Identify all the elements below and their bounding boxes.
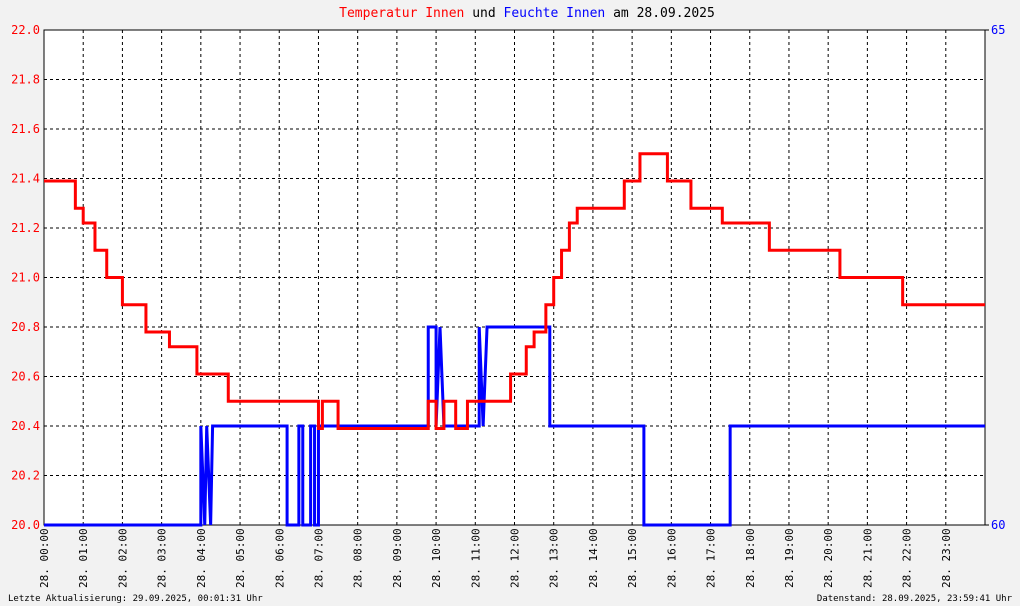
x-tick-label: 28. 13:00 (548, 528, 561, 588)
series-line (44, 325, 985, 527)
x-tick-label: 28. 12:00 (509, 528, 522, 588)
x-tick-label: 28. 14:00 (587, 528, 600, 588)
x-tick-label: 28. 05:00 (234, 528, 247, 588)
footer-left: Letzte Aktualisierung: 29.09.2025, 00:01… (8, 594, 263, 604)
x-tick-label: 28. 09:00 (391, 528, 404, 588)
x-tick-label: 28. 06:00 (273, 528, 286, 588)
y2-tick-label: 60 (991, 518, 1005, 532)
y-tick-label: 21.4 (11, 172, 40, 186)
y-tick-label: 20.2 (11, 469, 40, 483)
x-tick-label: 28. 02:00 (116, 528, 129, 588)
x-tick-label: 28. 04:00 (195, 528, 208, 588)
x-tick-label: 28. 11:00 (469, 528, 482, 588)
y-tick-label: 21.6 (11, 122, 40, 136)
title-date: am 28.09.2025 (613, 6, 715, 21)
chart-title: Temperatur Innen und Feuchte Innen am 28… (339, 6, 715, 21)
x-tick-label: 28. 07:00 (312, 528, 325, 588)
y-tick-label: 20.0 (11, 518, 40, 532)
x-tick-label: 28. 21:00 (861, 528, 874, 588)
plot-border (43, 29, 986, 526)
y-tick-label: 21.0 (11, 271, 40, 285)
x-tick-label: 28. 15:00 (626, 528, 639, 588)
y-tick-label: 22.0 (11, 23, 40, 37)
series-line (44, 152, 985, 430)
x-tick-label: 28. 03:00 (156, 528, 169, 588)
x-tick-label: 28. 22:00 (901, 528, 914, 588)
x-tick-label: 28. 19:00 (783, 528, 796, 588)
y-tick-label: 21.2 (11, 221, 40, 235)
title-series-1: Temperatur Innen (339, 6, 464, 21)
x-tick-label: 28. 08:00 (352, 528, 365, 588)
x-tick-label: 28. 23:00 (940, 528, 953, 588)
y-tick-label: 20.4 (11, 419, 40, 433)
x-tick-label: 28. 16:00 (665, 528, 678, 588)
title-connector: und (472, 6, 495, 21)
y-tick-label: 20.8 (11, 320, 40, 334)
y-tick-label: 20.6 (11, 370, 40, 384)
footer-right: Datenstand: 28.09.2025, 23:59:41 Uhr (817, 594, 1013, 604)
title-series-2: Feuchte Innen (504, 6, 606, 21)
x-tick-label: 28. 10:00 (430, 528, 443, 588)
y2-tick-label: 65 (991, 23, 1005, 37)
x-tick-label: 28. 01:00 (77, 528, 90, 588)
x-tick-label: 28. 17:00 (705, 528, 718, 588)
y-tick-label: 21.8 (11, 73, 40, 87)
x-tick-label: 28. 00:00 (38, 528, 51, 588)
x-tick-label: 28. 18:00 (744, 528, 757, 588)
x-tick-label: 28. 20:00 (822, 528, 835, 588)
